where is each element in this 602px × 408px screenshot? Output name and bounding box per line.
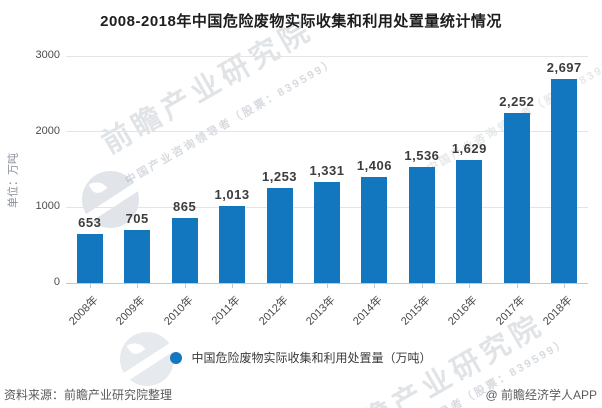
y-axis-unit-label: 单位：万吨 [7,153,20,208]
legend-label: 中国危险废物实际收集和利用处置量（万吨） [191,351,432,365]
x-axis-tick [421,284,423,288]
bar [361,176,388,283]
gridline [66,131,588,133]
bar-value-label: 1,536 [404,147,440,163]
y-axis-tick-label: 2000 [35,124,60,137]
x-axis-tick [279,284,281,288]
bar-value-label: 2,697 [546,59,582,75]
bar [124,229,151,283]
y-axis-tick-label: 3000 [35,49,60,61]
legend-item[interactable]: 中国危险废物实际收集和利用处置量（万吨） [0,349,602,366]
credit-text: @ 前瞻经济学人APP [485,388,597,402]
chart-title: 2008-2018年中国危险废物实际收集和利用处置量统计情况 [100,13,502,30]
y-axis-tick-label: 1000 [35,200,60,213]
gridline [66,55,588,57]
legend-marker-icon [170,351,183,364]
plot-area: 0 1000 2000 3000 653 2008年 705 2009年 865 2010年 1,0… [36,49,588,328]
bar [76,233,103,283]
x-axis-tick [137,284,139,288]
source-text: 资料来源：前瞻产业研究院整理 [4,388,173,402]
bar [551,78,578,283]
x-axis-tick [232,284,234,288]
bar-value-label: 1,013 [214,187,250,203]
bar-value-label: 1,629 [451,140,487,156]
bar [171,217,198,283]
bar-value-label: 865 [173,198,197,214]
x-axis-tick [184,284,186,288]
x-axis-tick [564,284,566,288]
x-axis-tick [327,284,328,288]
bar-value-label: 2,252 [499,93,535,109]
y-axis-tick-label: 0 [53,276,60,288]
bar [266,188,293,283]
bar [408,166,435,283]
bar-value-label: 1,406 [356,157,392,173]
x-axis-tick [516,284,518,288]
bar [456,159,483,283]
bar-value-label: 705 [125,210,149,226]
x-axis-tick [469,284,471,288]
bar [219,206,246,283]
watermark-logo-icon [82,171,139,228]
bar-value-label: 1,253 [262,169,298,185]
bar-value-label: 653 [78,214,102,230]
bar [503,112,530,283]
x-axis-tick [374,284,376,288]
bar-value-label: 1,331 [309,163,345,179]
footer: 资料来源：前瞻产业研究院整理 @ 前瞻经济学人APP [0,386,602,403]
bar [314,182,340,283]
x-axis-tick [89,284,91,288]
watermark-logo-icon [120,332,174,386]
